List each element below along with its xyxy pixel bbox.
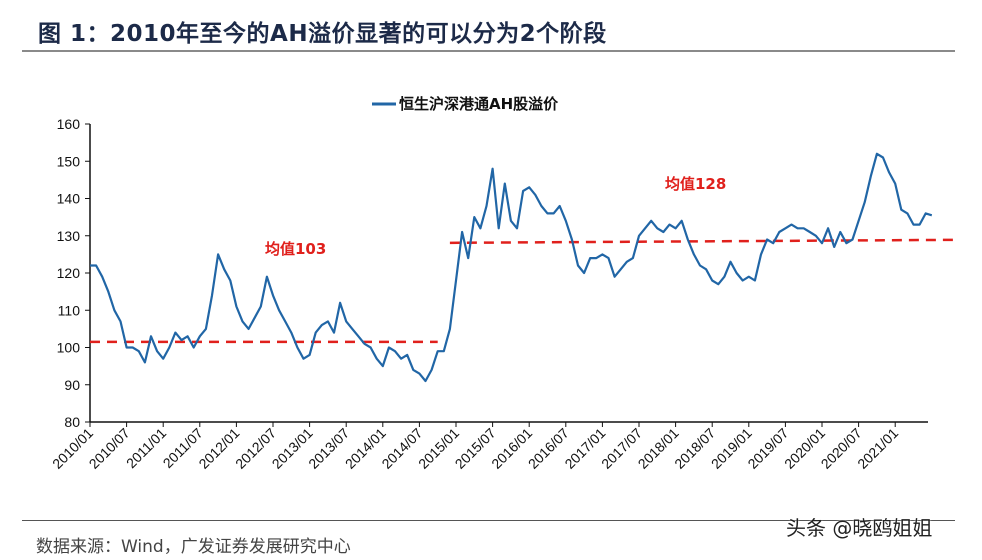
title-divider (22, 50, 955, 52)
watermark: 头条 @晓鸥姐姐 (786, 516, 933, 540)
y-tick-label: 130 (57, 228, 81, 244)
y-tick-label: 110 (58, 302, 81, 318)
mean-label: 均值103 (265, 240, 326, 258)
figure-title: 图 1：2010年至今的AH溢价显著的可以分为2个阶段 (38, 21, 607, 47)
x-tick-label: 2010/07 (86, 425, 133, 472)
y-tick-label: 140 (57, 191, 81, 207)
y-tick-label: 160 (57, 116, 81, 132)
footer-divider (22, 520, 955, 521)
x-tick-label: 2021/01 (854, 425, 901, 472)
y-tick-label: 100 (57, 340, 81, 356)
y-tick-label: 120 (57, 265, 81, 281)
mean-label: 均值128 (665, 175, 726, 193)
x-tick-label: 2011/01 (123, 425, 170, 472)
y-tick-label: 80 (64, 414, 80, 430)
y-tick-label: 90 (64, 377, 80, 393)
series-line (90, 152, 933, 383)
source-note: 数据来源：Wind，广发证券发展研究中心 (36, 537, 351, 557)
legend: 恒生沪深港通AH股溢价 (372, 95, 559, 113)
y-tick-label: 150 (57, 153, 81, 169)
legend-label: 恒生沪深港通AH股溢价 (399, 95, 559, 113)
mean-line (449, 238, 956, 245)
